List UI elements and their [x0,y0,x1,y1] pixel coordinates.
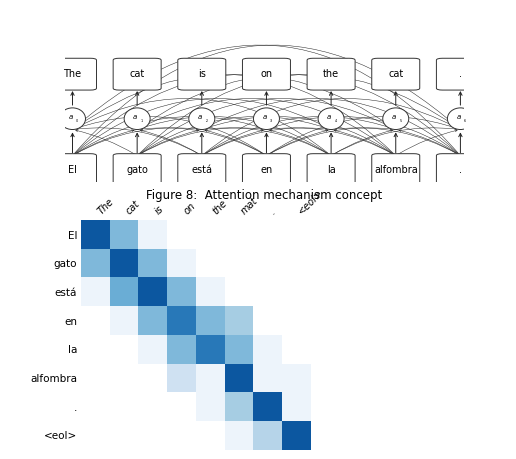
Text: ₀: ₀ [76,118,78,123]
Text: cat: cat [388,69,404,79]
Text: ₅: ₅ [399,118,401,123]
Text: ₃: ₃ [270,118,272,123]
Text: a: a [262,114,267,120]
Text: ₄: ₄ [335,118,337,123]
FancyBboxPatch shape [307,58,355,90]
Text: alfombra: alfombra [374,165,417,174]
Text: .: . [459,165,462,174]
Ellipse shape [189,108,215,129]
Text: a: a [133,114,137,120]
FancyBboxPatch shape [49,154,96,185]
Text: ₁: ₁ [141,118,143,123]
Text: está: está [191,165,212,174]
FancyBboxPatch shape [372,154,420,185]
Text: .: . [459,69,462,79]
FancyBboxPatch shape [178,154,226,185]
Text: El: El [68,165,77,174]
FancyBboxPatch shape [113,154,161,185]
FancyBboxPatch shape [178,58,226,90]
FancyBboxPatch shape [372,58,420,90]
Text: ₂: ₂ [205,118,207,123]
Text: ₆: ₆ [464,118,466,123]
Text: a: a [456,114,460,120]
Ellipse shape [383,108,409,129]
Text: the: the [323,69,339,79]
Text: The: The [63,69,82,79]
Text: a: a [198,114,202,120]
Text: la: la [327,165,335,174]
FancyBboxPatch shape [243,154,291,185]
Text: a: a [392,114,396,120]
Ellipse shape [124,108,150,129]
Text: Figure 8:  Attention mechanism concept: Figure 8: Attention mechanism concept [147,189,382,202]
FancyBboxPatch shape [307,154,355,185]
Ellipse shape [447,108,473,129]
FancyBboxPatch shape [437,58,485,90]
Ellipse shape [318,108,344,129]
Text: a: a [69,114,73,120]
Text: on: on [261,69,272,79]
Text: en: en [261,165,272,174]
Text: gato: gato [126,165,148,174]
FancyBboxPatch shape [437,154,485,185]
Ellipse shape [253,108,280,129]
Text: a: a [327,114,331,120]
Text: is: is [198,69,206,79]
FancyBboxPatch shape [49,58,96,90]
Ellipse shape [59,108,86,129]
FancyBboxPatch shape [243,58,291,90]
Text: cat: cat [130,69,145,79]
FancyBboxPatch shape [113,58,161,90]
